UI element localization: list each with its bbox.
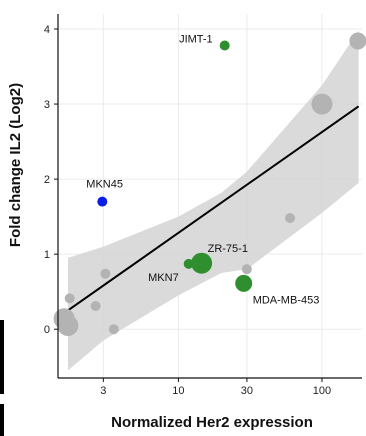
x-tick-label: 3 [100, 385, 106, 397]
trend-line-layer [67, 105, 360, 312]
point-label: MKN7 [148, 272, 179, 284]
data-point [241, 264, 252, 275]
x-tick-label: 30 [241, 385, 253, 397]
y-tick-label: 0 [44, 324, 50, 336]
axes-layer: 0 1 2 3 4 3 10 30 100 [44, 14, 362, 397]
x-tick-label: 100 [313, 385, 331, 397]
y-tick-label: 2 [44, 174, 50, 186]
left-edge-bar-top [0, 320, 4, 394]
point-mkn7 [183, 258, 194, 269]
point-label: ZR-75-1 [208, 243, 248, 255]
y-tick-label: 4 [44, 24, 50, 36]
y-axis-title: Fold change IL2 (Log2) [7, 83, 24, 247]
data-point [57, 315, 79, 336]
confidence-band-layer [67, 30, 359, 371]
data-point [108, 324, 119, 335]
left-edge-bar-bottom [0, 404, 4, 436]
trend-line [67, 105, 360, 312]
point-mkn45 [97, 196, 108, 207]
x-axis-title: Normalized Her2 expression [111, 414, 313, 431]
data-point [64, 293, 75, 304]
data-point [311, 93, 333, 115]
point-zr-75-1 [191, 252, 213, 274]
data-points-layer [53, 32, 366, 336]
data-point [100, 268, 111, 279]
point-mda-mb-453 [235, 274, 253, 292]
y-tick-label: 3 [44, 99, 50, 111]
point-label: JIMT-1 [179, 34, 213, 46]
point-labels-layer: MKN45 MKN7 ZR-75-1 MDA-MB-453 JIMT-1 [86, 34, 319, 307]
point-label: MDA-MB-453 [253, 294, 320, 306]
data-point [90, 301, 101, 311]
point-label: MKN45 [86, 179, 123, 191]
confidence-band [67, 30, 359, 371]
x-tick-label: 10 [172, 385, 184, 397]
data-point [285, 213, 296, 224]
point-jimt-1 [219, 40, 230, 51]
y-tick-label: 1 [44, 249, 50, 261]
data-point [349, 32, 366, 50]
